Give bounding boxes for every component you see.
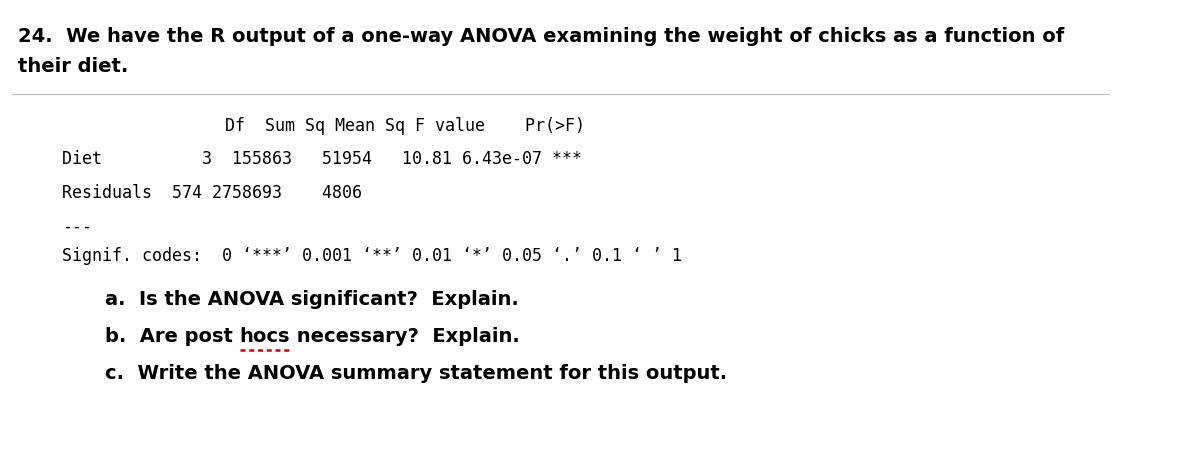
- Text: their diet.: their diet.: [18, 57, 129, 76]
- Text: 24.  We have the R output of a one-way ANOVA examining the weight of chicks as a: 24. We have the R output of a one-way AN…: [18, 27, 1064, 46]
- Text: a.  Is the ANOVA significant?  Explain.: a. Is the ANOVA significant? Explain.: [105, 290, 519, 309]
- Text: necessary?  Explain.: necessary? Explain.: [290, 327, 520, 346]
- Text: Signif. codes:  0 ‘***’ 0.001 ‘**’ 0.01 ‘*’ 0.05 ‘.’ 0.1 ‘ ’ 1: Signif. codes: 0 ‘***’ 0.001 ‘**’ 0.01 ‘…: [62, 247, 682, 265]
- Text: Df  Sum Sq Mean Sq F value    Pr(>F): Df Sum Sq Mean Sq F value Pr(>F): [135, 117, 585, 135]
- Text: b.  Are post: b. Are post: [105, 327, 240, 346]
- Text: c.  Write the ANOVA summary statement for this output.: c. Write the ANOVA summary statement for…: [105, 364, 727, 383]
- Text: Residuals  574 2758693    4806: Residuals 574 2758693 4806: [62, 184, 362, 202]
- Text: ---: ---: [62, 218, 92, 236]
- Text: hocs: hocs: [240, 327, 290, 346]
- Text: Diet          3  155863   51954   10.81 6.43e-07 ***: Diet 3 155863 51954 10.81 6.43e-07 ***: [62, 150, 582, 168]
